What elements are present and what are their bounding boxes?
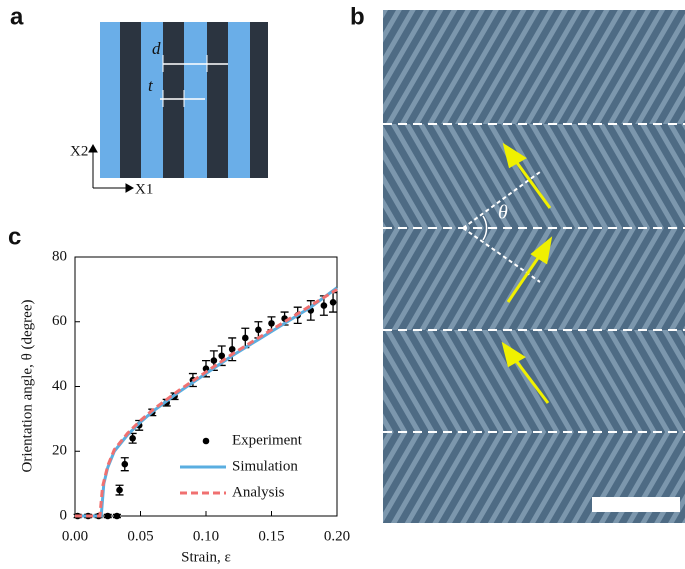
data-point [228,345,236,353]
data-point [218,352,226,360]
y-tick-label: 60 [52,313,67,329]
x-axis-label: Strain, ε [181,549,231,565]
series-line [75,288,338,518]
data-point [268,320,275,327]
micrograph [383,10,685,523]
panel-label: b [350,3,365,30]
y-tick-label: 80 [52,248,67,264]
data-point [242,334,249,342]
data-point [129,435,136,442]
stripe-image [100,22,268,178]
axis-label: X2 [70,143,88,159]
x-tick-label: 0.00 [62,528,88,544]
spacing-label: d [152,39,161,58]
data-point [104,512,112,520]
data-point [202,365,210,372]
legend-marker [202,437,210,445]
data-point [320,302,328,309]
plot-frame [74,256,338,517]
y-tick-label: 20 [52,443,67,459]
x-tick-label: 0.20 [324,528,350,544]
width-label: t [148,76,154,95]
data-point [121,460,129,468]
panel-label: a [10,3,24,30]
x-tick-label: 0.15 [258,528,284,544]
data-point [116,486,123,494]
legend-label: Simulation [232,458,298,474]
y-tick-label: 0 [60,507,68,523]
y-axis-label: Orientation angle, θ (degree) [19,300,35,473]
panel-label: c [8,223,21,250]
legend-label: Experiment [232,432,303,448]
data-point [113,512,121,520]
legend-label: Analysis [232,484,285,500]
data-point [329,299,337,306]
data-point [210,357,218,364]
y-tick-label: 40 [52,378,67,394]
data-point [255,326,262,334]
axis-arrows [88,143,135,193]
angle-label: θ [498,202,508,224]
axis-label: X1 [135,181,153,197]
x-tick-label: 0.05 [127,528,153,544]
x-tick-label: 0.10 [193,528,219,544]
